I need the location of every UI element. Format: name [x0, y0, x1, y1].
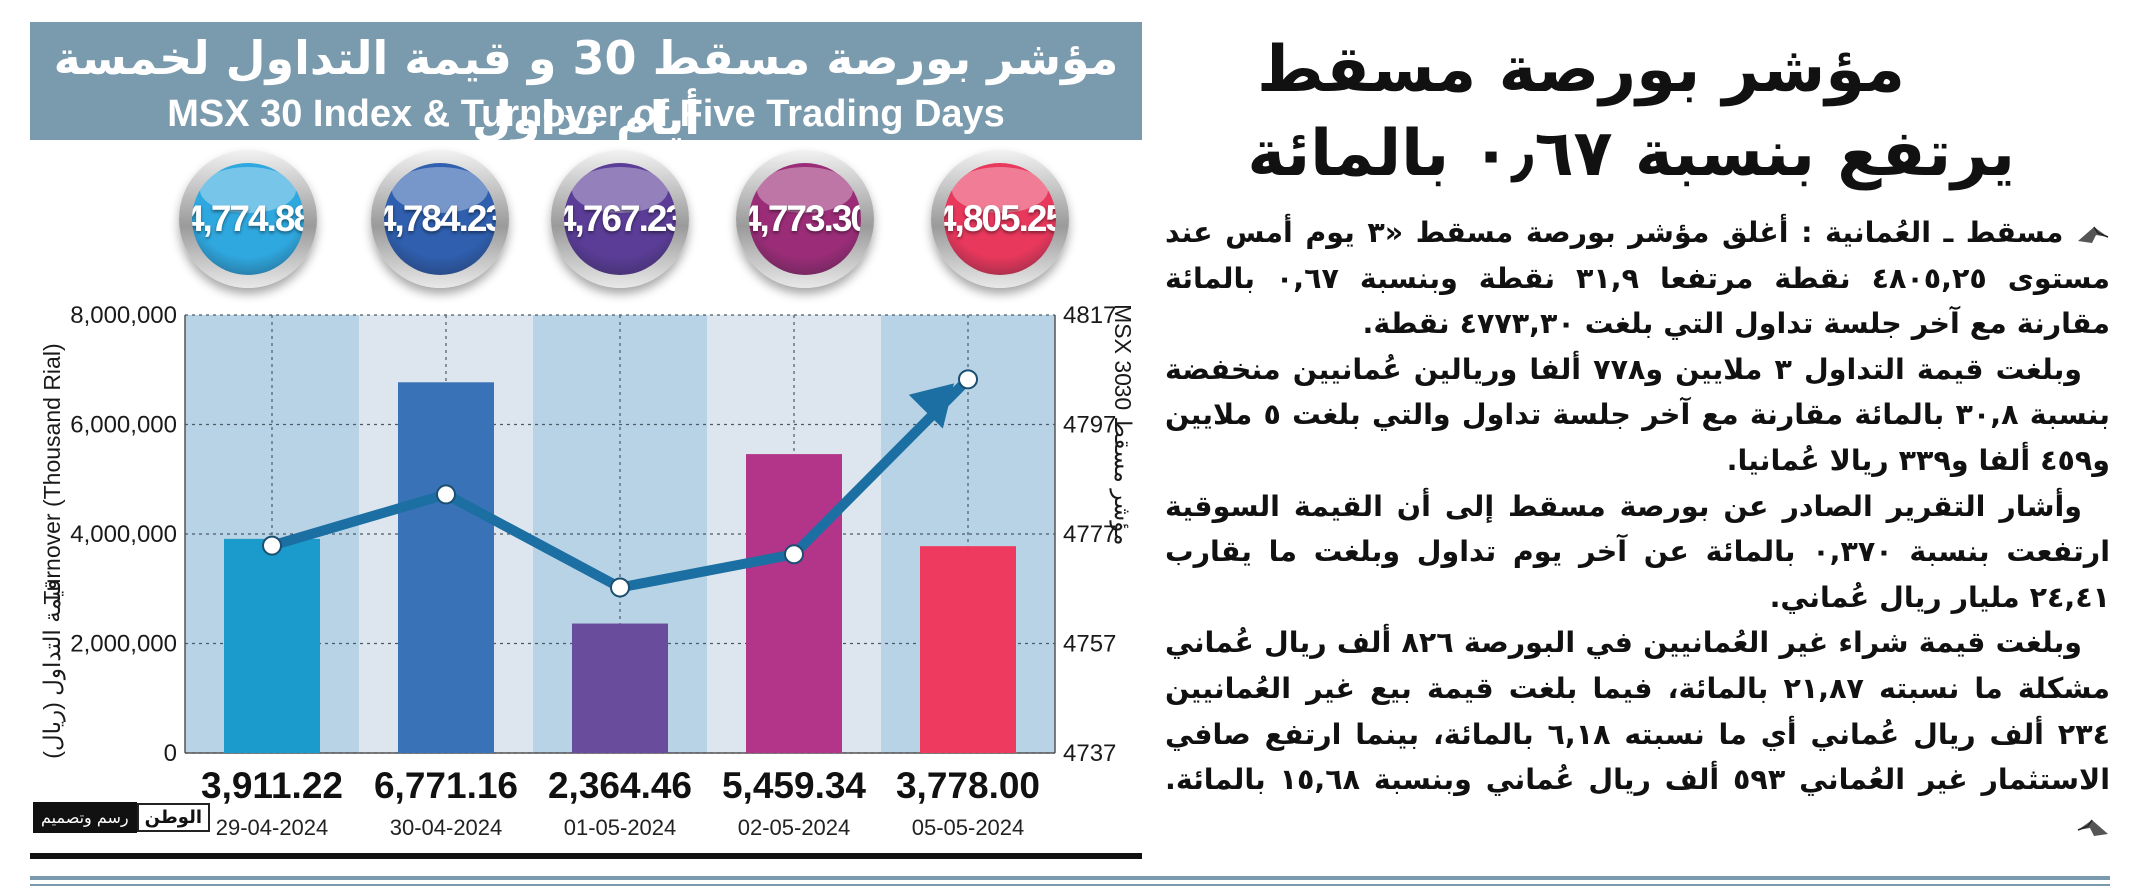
- turnover-value-label: 5,459.34: [722, 765, 866, 806]
- headline-line-2: يرتفع بنسبة ٠٫٦٧ بالمائة: [1247, 117, 2015, 191]
- index-bubble-value: 4,774.88: [192, 198, 304, 239]
- page-rule-top: [30, 876, 2110, 880]
- credit-text: رسم وتصميم: [33, 801, 137, 833]
- index-bubble-fill: 4,784.23: [384, 163, 496, 275]
- article-body: مسقط ـ العُمانية : أغلق مؤشر بورصة مسقط …: [1165, 210, 2110, 848]
- right-tick-label: 4797: [1063, 412, 1116, 439]
- left-tick-label: 0: [164, 740, 177, 767]
- design-credit: رسم وتصميم الوطن: [33, 800, 211, 834]
- turnover-bar: [398, 382, 494, 753]
- bird-icon: [2077, 226, 2109, 243]
- paragraph-4: وبلغت قيمة شراء غير العُمانيين في البورص…: [1165, 620, 2110, 848]
- paragraph-2: وبلغت قيمة التداول ٣ ملايين و٧٧٨ ألفا ور…: [1165, 352, 2110, 477]
- index-bubble: 4,774.88: [179, 150, 317, 288]
- index-bubble-fill: 4,773.30: [749, 163, 861, 275]
- index-bubble-fill: 4,805.25: [944, 163, 1056, 275]
- index-point: [262, 535, 282, 556]
- paragraph-1: مسقط ـ العُمانية : أغلق مؤشر بورصة مسقط …: [1165, 210, 2110, 347]
- index-bubble: 4,784.23: [371, 150, 509, 288]
- date-label: 05-05-2024: [912, 815, 1025, 840]
- right-tick-label: 4737: [1063, 740, 1116, 767]
- title-arabic: مؤشر بورصة مسقط 30 و قيمة التداول لخمسة …: [53, 31, 1119, 145]
- turnover-value-label: 6,771.16: [374, 765, 518, 806]
- index-bubble-value: 4,784.23: [384, 198, 496, 239]
- date-label: 29-04-2024: [216, 815, 329, 840]
- paragraph-4-text: وبلغت قيمة شراء غير العُمانيين في البورص…: [1165, 626, 2111, 797]
- paragraph-1-text: مسقط ـ العُمانية : أغلق مؤشر بورصة مسقط …: [1165, 216, 2110, 341]
- chart-divider: [30, 853, 1142, 859]
- date-label: 01-05-2024: [564, 815, 677, 840]
- paragraph-3: وأشار التقرير الصادر عن بورصة مسقط إلى أ…: [1165, 489, 2110, 614]
- turnover-value-label: 2,364.46: [548, 765, 692, 806]
- date-label: 02-05-2024: [738, 815, 851, 840]
- left-tick-label: 2,000,000: [70, 631, 177, 658]
- index-bubble-value: 4,767.23: [564, 198, 676, 239]
- left-axis-title: Turnover (Thousand Rial): [39, 343, 65, 604]
- right-axis-title: MSX 30: [1110, 304, 1136, 386]
- index-bubble-fill: 4,767.23: [564, 163, 676, 275]
- turnover-bar: [572, 623, 668, 753]
- index-point: [436, 484, 456, 505]
- index-bubble-fill: 4,774.88: [192, 163, 304, 275]
- index-bubble-value: 4,805.25: [944, 198, 1056, 239]
- infographic: مؤشر بورصة مسقط 30 و قيمة التداول لخمسة …: [30, 22, 1142, 859]
- right-tick-label: 4777: [1063, 521, 1116, 548]
- right-tick-label: 4757: [1063, 631, 1116, 658]
- index-point: [610, 577, 630, 598]
- index-point: [784, 544, 804, 565]
- page-rule-bottom: [30, 884, 2110, 886]
- title-english: MSX 30 Index & Turnover of Five Trading …: [167, 93, 1005, 135]
- article: مؤشر بورصة مسقط يرتفع بنسبة ٠٫٦٧ بالمائة…: [1165, 20, 2110, 860]
- index-arrow-head: [908, 383, 954, 429]
- right-axis-title-ar: مؤشر مسقط 30: [1109, 385, 1136, 546]
- index-bubble-value: 4,773.30: [749, 198, 861, 239]
- index-point: [958, 369, 978, 390]
- index-bubble: 4,805.25: [931, 150, 1069, 288]
- left-tick-label: 4,000,000: [70, 521, 177, 548]
- left-tick-label: 6,000,000: [70, 412, 177, 439]
- combo-chart: 0 2,000,000 4,000,000 6,000,000 8,000,000 473…: [39, 302, 1136, 840]
- newspaper-logo: الوطن: [136, 802, 211, 832]
- title-banner: مؤشر بورصة مسقط 30 و قيمة التداول لخمسة …: [30, 22, 1142, 145]
- turnover-value-label: 3,778.00: [896, 765, 1040, 806]
- turnover-bar: [746, 454, 842, 753]
- right-tick-label: 4817: [1063, 302, 1116, 329]
- turnover-bar: [224, 538, 320, 753]
- left-tick-label: 8,000,000: [70, 302, 177, 329]
- turnover-bar: [920, 546, 1016, 753]
- turnover-value-label: 3,911.22: [201, 765, 343, 806]
- date-label: 30-04-2024: [390, 815, 503, 840]
- index-bubble: 4,767.23: [551, 150, 689, 288]
- left-axis-title-ar: قيمة التداول (ريال): [39, 579, 66, 759]
- index-bubble: 4,773.30: [736, 150, 874, 288]
- bird-end-icon: [2077, 819, 2108, 836]
- headline-line-1: مؤشر بورصة مسقط: [1256, 33, 1905, 107]
